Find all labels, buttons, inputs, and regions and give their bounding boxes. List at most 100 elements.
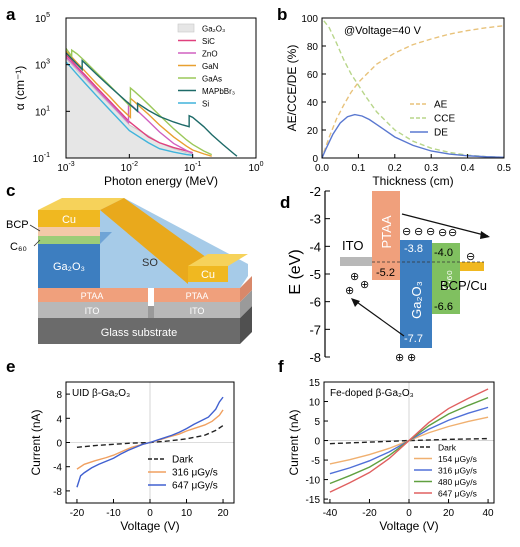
x-tick-label: 0.1 [351,163,365,174]
x-axis-label-b: Thickness (cm) [372,174,453,188]
plot-frame-b [321,17,505,159]
bcp-label: BCP [6,219,29,231]
cu-slope [100,198,210,284]
x-tick-label: -40 [323,508,338,519]
legend-label: SiC [202,37,215,46]
series-b-2 [322,113,504,158]
ga2o3-band [400,240,432,348]
chart-title-e: UID β-Ga₂O₃ [72,388,130,399]
panel-letter-c: c [6,181,15,200]
chart-title-f: Fe-doped β-Ga₂O₃ [330,388,414,399]
y-tick-label: 40 [307,98,319,109]
legend-label: 316 μGy/s [438,466,477,476]
hole-symbol: ⊕ [407,352,416,364]
y-tick-label: -5 [311,456,320,467]
ga-cb-value: -3.8 [404,243,423,255]
y-tick-label: 101 [35,105,50,118]
x-axis-label-e: Voltage (V) [120,519,179,533]
x-tick-label: 10-1 [184,161,201,174]
ito-d-label: ITO [342,238,363,253]
chart-b: 0.0 0.1 0.2 0.3 0.4 0.5 0 20 40 60 80 100 Thickness … [285,14,511,188]
x-tick-label: 10 [181,508,193,519]
chart-annotation-b: @Voltage=40 V [344,25,422,37]
legend-label: Si [202,100,209,109]
y-tick-label: 20 [307,126,319,137]
series-a-5 [66,52,238,157]
y-tick-label: 100 [301,14,318,25]
ptaa-side-face [240,276,252,302]
legend-label: Ga₂O₃ [202,25,225,34]
x-tick-label: 40 [483,508,495,519]
bcp-cu-bar [460,262,484,271]
glass-side-face [240,306,252,344]
x-tick-label: -20 [362,508,377,519]
legend-label: 154 μGy/s [438,454,477,464]
series-a-4 [66,47,213,156]
panel-letter-e: e [6,357,15,376]
chart-a: 10-3 10-2 10-1 100 10-1 101 103 105 Photon energ… [13,12,264,188]
electron-symbol: ⊖ [426,226,435,238]
legend-label: DE [434,128,448,139]
panel-letter-b: b [277,5,287,24]
series-f-0 [329,437,489,445]
x-tick-label: 100 [248,161,263,174]
bcp-pointer [29,224,41,232]
y-tick-label: 8 [56,390,62,401]
y-tick-label: 105 [35,12,50,25]
legend-label: MAPbBr₃ [202,87,235,96]
series-a-1 [66,54,193,154]
ptaa-band [372,191,400,280]
cu-left-label: Cu [62,214,76,226]
plot-frame-a [65,17,257,159]
electron-arrow [401,213,489,237]
bcp-cu-label: BCP/Cu [440,278,487,293]
x-tick-label: 0.5 [497,163,511,174]
energy-diagram: -2 -3 -4 -5 -6 -7 -8 E (eV) ITO PTAA -5.2 Ga₂O… [287,184,490,365]
x-tick-label: 0 [147,508,153,519]
d-y-tick-label: -2 [309,184,321,199]
x-tick-label: 0.2 [388,163,402,174]
legend-label: Dark [172,455,194,466]
hole-symbol: ⊕ [350,271,359,283]
y-tick-label: -4 [53,463,62,474]
legend-label: 316 μGy/s [172,468,218,479]
d-y-tick-label: -4 [309,239,321,254]
series-e-2 [76,396,224,488]
ga2o3-block [38,244,100,288]
legend-label: 480 μGy/s [438,477,477,487]
c60-lumo-value: -4.0 [434,247,453,259]
d-y-tick-label: -5 [309,267,321,282]
y-tick-label: 80 [307,42,319,53]
ptaa-left-layer [38,288,148,302]
series-a-2 [66,56,193,154]
ito-left-layer [38,302,148,318]
x-tick-label: 10-2 [121,161,138,174]
electron-arrowhead [480,231,490,239]
legend-label: Dark [438,443,457,453]
y-tick-label: 0 [314,437,320,448]
x-tick-label: 20 [217,508,229,519]
hole-symbol: ⊕ [345,285,354,297]
x-axis-label-a: Photon energy (MeV) [104,174,218,188]
hole-symbol: ⊕ [395,352,404,364]
legend-swatch [177,23,195,33]
bcp-layer [38,227,100,236]
series-a-0 [66,58,194,158]
hole-arrow [353,299,405,337]
y-tick-label: 4 [56,414,62,425]
ga-vb-value: -7.7 [404,333,423,345]
x-tick-label: 10-3 [57,161,74,174]
legend-label: 647 μGy/s [172,481,218,492]
c60-label: C₆₀ [10,241,27,253]
series-a-6 [66,61,193,157]
hole-arrowhead [351,298,360,307]
c60-homo-value: -6.6 [434,301,453,313]
ito-right-layer [154,302,240,318]
ga2o3-band-label: Ga₂O₃ [409,281,424,319]
cu-left-top-face [38,198,124,210]
y-tick-label: 10-1 [33,152,50,165]
series-a-3 [66,50,212,157]
d-y-ticks: -2 -3 -4 -5 -6 -7 -8 [309,184,330,365]
cu-left-electrode [38,210,100,227]
ito-level-bar [340,257,372,266]
